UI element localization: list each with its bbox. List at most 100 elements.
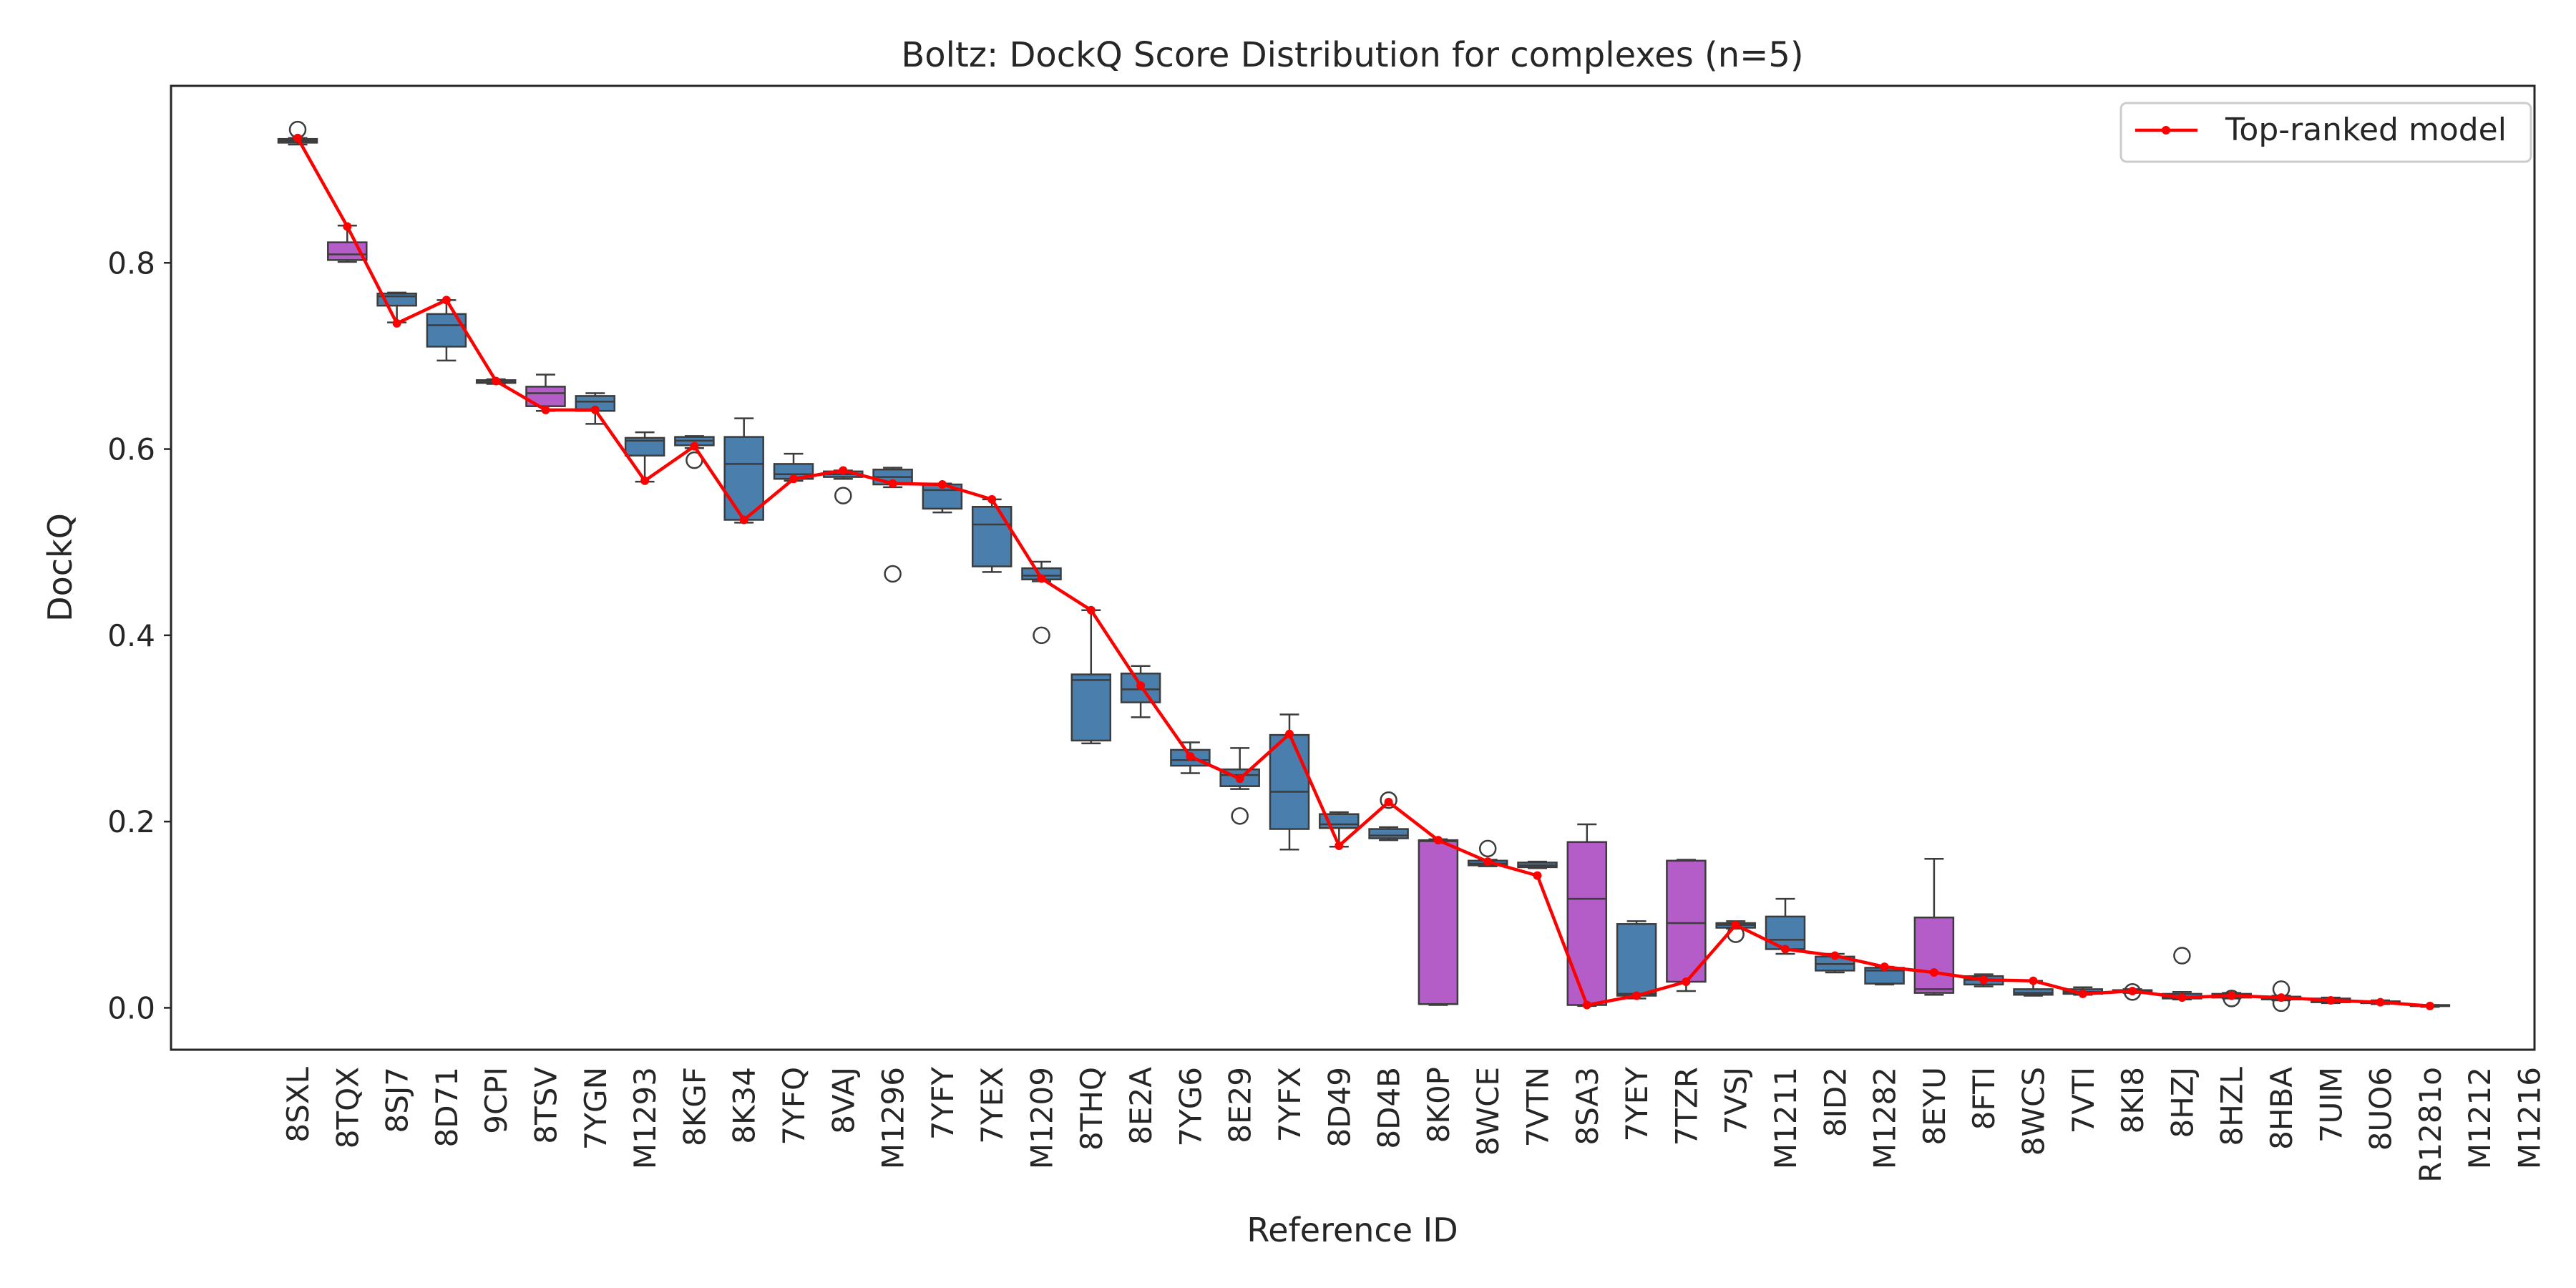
x-tick-label: 8SXL — [280, 1066, 316, 1142]
x-tick-label: M1212 — [2462, 1067, 2497, 1169]
x-tick-label: M1216 — [2512, 1067, 2547, 1169]
y-tick-label: 0.6 — [107, 432, 155, 467]
x-tick-label: 8K34 — [727, 1067, 762, 1144]
top-ranked-model-point — [293, 133, 302, 142]
top-ranked-model-point — [2029, 976, 2038, 985]
box-group-7TZR — [1666, 859, 1707, 992]
box-7TZR — [1666, 859, 1707, 983]
y-axis: 0.0 0.2 0.4 0.6 0.8 — [107, 245, 171, 1025]
x-tick-label: R1281o — [2413, 1067, 2448, 1183]
box-8K0P — [1418, 839, 1459, 1005]
top-ranked-model-point — [1136, 681, 1146, 691]
top-ranked-model-point — [2078, 989, 2087, 998]
box-group-M1209 — [1021, 560, 1062, 645]
x-tick-label: 8VAJ — [826, 1067, 861, 1134]
top-ranked-model-point — [789, 474, 798, 484]
box-7YEX — [971, 506, 1013, 567]
x-tick-label: M1209 — [1025, 1067, 1060, 1169]
outlier-point — [1033, 626, 1050, 645]
outlier-point — [2173, 947, 2191, 965]
box-7YFX — [1269, 733, 1310, 830]
outlier-point — [2223, 990, 2240, 1008]
box-8D4B — [1368, 828, 1409, 839]
x-tick-label: 8SJ7 — [380, 1067, 415, 1133]
top-ranked-model-line — [296, 137, 2431, 1008]
y-tick-label: 0.4 — [107, 618, 155, 653]
box-8SA3 — [1566, 841, 1608, 1006]
top-ranked-model-point — [1582, 1000, 1591, 1010]
top-ranked-model-point — [2227, 991, 2236, 1000]
top-ranked-model-point — [1433, 836, 1443, 845]
top-ranked-model-point — [1037, 574, 1046, 583]
box-8EYU — [1913, 916, 1955, 994]
top-ranked-model-point — [343, 222, 352, 231]
top-ranked-model-point — [492, 376, 501, 386]
x-tick-label: 7YEX — [975, 1067, 1010, 1144]
top-ranked-model-point — [1533, 871, 1542, 880]
top-ranked-model-point — [1781, 945, 1790, 954]
top-ranked-model-point — [1483, 857, 1493, 867]
box-group-8K34 — [723, 417, 764, 524]
chart-title: Boltz: DockQ Score Distribution for comp… — [901, 35, 1803, 75]
top-ranked-model-point — [2128, 987, 2137, 996]
top-ranked-model-point — [441, 296, 451, 305]
x-tick-label: 8SA3 — [1570, 1067, 1605, 1146]
x-tick-label: 7YGN — [578, 1067, 613, 1150]
top-ranked-model-point — [937, 480, 947, 489]
x-tick-label: M1293 — [628, 1067, 663, 1169]
x-tick-label: 8D4B — [1372, 1067, 1407, 1149]
x-tick-label: 7VTN — [1521, 1067, 1556, 1148]
x-tick-label: 8TQX — [330, 1067, 365, 1148]
legend: Top-ranked model — [2119, 102, 2532, 163]
box-8K34 — [723, 436, 764, 521]
legend-marker-swatch — [2162, 126, 2170, 135]
x-axis: 8SXL 8TQX 8SJ7 8D71 9CPI 8TSV 7YGN M1293 8KGF 8K3… — [280, 1066, 2547, 1182]
x-tick-label: 8K0P — [1421, 1067, 1456, 1143]
x-tick-label: 7UIM — [2313, 1067, 2348, 1143]
legend-frame — [2119, 102, 2532, 163]
y-tick-label: 0.8 — [107, 245, 155, 280]
x-tick-label: 8UO6 — [2363, 1067, 2399, 1151]
x-tick-label: 8THQ — [1074, 1067, 1109, 1151]
top-ranked-model-point — [1335, 841, 1344, 850]
x-tick-label: 8KI8 — [2115, 1067, 2150, 1133]
top-ranked-model-point — [1086, 605, 1096, 615]
x-tick-label: 8FTI — [1966, 1067, 2001, 1130]
box-group-M1293 — [624, 431, 665, 483]
top-ranked-model-point — [839, 466, 848, 475]
x-tick-label: 8HBA — [2264, 1067, 2299, 1150]
x-tick-label: 8WCE — [1470, 1067, 1506, 1156]
x-tick-label: 7YFQ — [776, 1067, 811, 1146]
y-tick-label: 0.0 — [107, 990, 155, 1025]
x-tick-label: 7VSJ — [1719, 1067, 1754, 1135]
box-group-7YEX — [971, 498, 1013, 573]
x-tick-label: 7YEY — [1619, 1067, 1654, 1142]
box-group-8K0P — [1418, 838, 1459, 1006]
x-tick-label: 8E29 — [1223, 1067, 1258, 1143]
x-tick-label: 8HZL — [2215, 1066, 2250, 1146]
x-tick-label: 7YG6 — [1173, 1067, 1208, 1147]
box-8WCS — [2013, 988, 2054, 996]
top-ranked-model-point — [2425, 1001, 2434, 1010]
top-ranked-model-point — [987, 494, 997, 504]
top-ranked-model-point — [590, 405, 600, 414]
top-ranked-model-point — [1731, 920, 1740, 930]
x-tick-label: 8HZJ — [2165, 1067, 2200, 1138]
top-ranked-model-point — [1682, 977, 1691, 986]
top-ranked-model-point — [1632, 991, 1641, 1000]
outlier-point — [1231, 807, 1249, 825]
outlier-point — [884, 565, 902, 583]
legend-label: Top-ranked model — [2225, 112, 2507, 148]
x-tick-label: 7TZR — [1669, 1067, 1704, 1146]
box-group-8D4B — [1368, 791, 1409, 841]
box-group-M1282 — [1864, 965, 1905, 986]
y-tick-label: 0.2 — [107, 804, 155, 839]
x-tick-label: 8TSV — [529, 1067, 564, 1144]
box-group-8SA3 — [1566, 823, 1608, 1008]
top-ranked-model-point — [1880, 962, 1889, 972]
outlier-point — [834, 487, 852, 504]
x-tick-label: M1282 — [1868, 1067, 1903, 1169]
box-8D71 — [426, 313, 467, 348]
x-tick-label: 8WCS — [2016, 1067, 2051, 1156]
